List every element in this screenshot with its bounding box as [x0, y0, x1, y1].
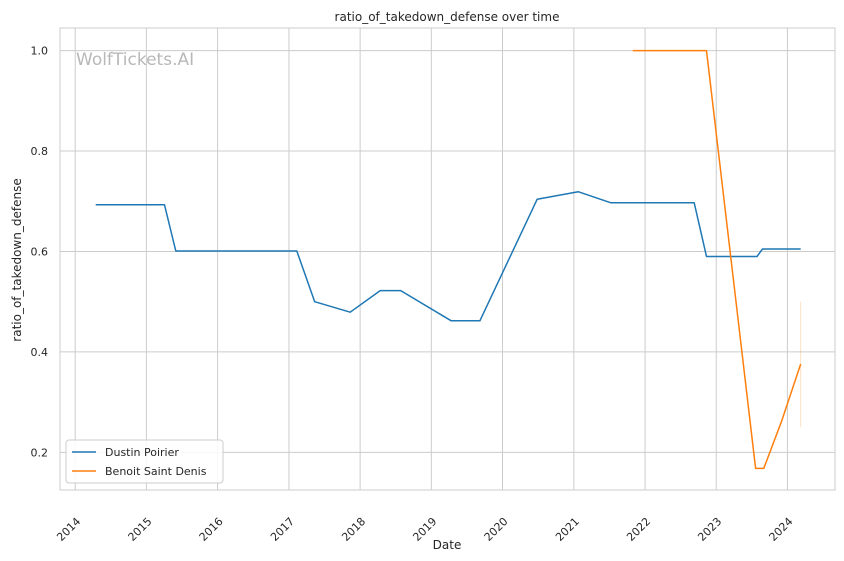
- watermark: WolfTickets.AI: [76, 50, 194, 70]
- y-tick-label: 0.4: [31, 346, 49, 359]
- y-tick-label: 0.2: [31, 446, 49, 459]
- y-axis-label: ratio_of_takedown_defense: [10, 178, 24, 341]
- plot-area: [60, 28, 835, 490]
- series-line-dustin-poirier: [95, 190, 801, 322]
- x-gridlines: [74, 28, 788, 490]
- y-tick-label: 1.0: [31, 45, 49, 58]
- legend: Dustin Poirier Benoit Saint Denis: [65, 439, 224, 484]
- series-layer: [95, 49, 802, 470]
- legend-label-benoit-saint-denis: Benoit Saint Denis: [105, 465, 207, 478]
- plot-frame: [59, 27, 836, 491]
- legend-label-dustin-poirier: Dustin Poirier: [105, 446, 179, 459]
- chart-title: ratio_of_takedown_defense over time: [335, 10, 560, 24]
- y-tick-labels: 0.2 0.4 0.6 0.8 1.0: [31, 45, 49, 460]
- series-line-benoit-saint-denis: [632, 49, 802, 470]
- y-tick-label: 0.6: [31, 245, 49, 258]
- y-tick-label: 0.8: [31, 145, 49, 158]
- x-axis-label: Date: [433, 538, 462, 552]
- legend-box: [65, 439, 224, 484]
